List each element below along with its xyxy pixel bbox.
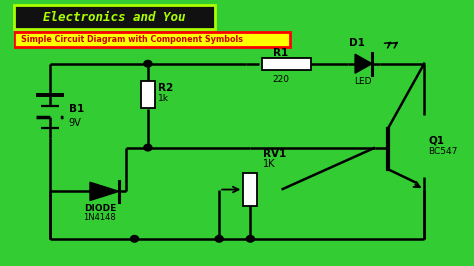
Circle shape: [130, 235, 138, 242]
Circle shape: [246, 235, 255, 242]
Polygon shape: [355, 54, 372, 73]
Text: BC547: BC547: [428, 147, 458, 156]
Text: Q1: Q1: [428, 135, 445, 145]
Text: R2: R2: [158, 84, 173, 93]
Bar: [141, 81, 155, 108]
Circle shape: [215, 235, 223, 242]
Text: 1K: 1K: [263, 159, 275, 169]
Text: Simple Circuit Diagram with Component Symbols: Simple Circuit Diagram with Component Sy…: [21, 35, 243, 44]
Bar: [14, 5, 215, 29]
Text: R1: R1: [273, 48, 288, 58]
Circle shape: [144, 144, 152, 151]
Text: 220: 220: [272, 74, 289, 84]
Polygon shape: [90, 182, 119, 201]
Text: B1: B1: [69, 104, 84, 114]
Text: LED: LED: [355, 77, 372, 86]
Text: Electronics and You: Electronics and You: [43, 11, 186, 24]
Text: 9V: 9V: [69, 118, 82, 128]
Text: DIODE: DIODE: [83, 204, 116, 213]
Circle shape: [144, 60, 152, 67]
Text: RV1: RV1: [263, 149, 286, 159]
Bar: [262, 58, 310, 69]
Bar: [243, 173, 257, 206]
Text: D1: D1: [349, 38, 365, 48]
Bar: [14, 32, 291, 47]
Text: 1k: 1k: [158, 94, 169, 103]
Text: 1N4148: 1N4148: [83, 213, 116, 222]
